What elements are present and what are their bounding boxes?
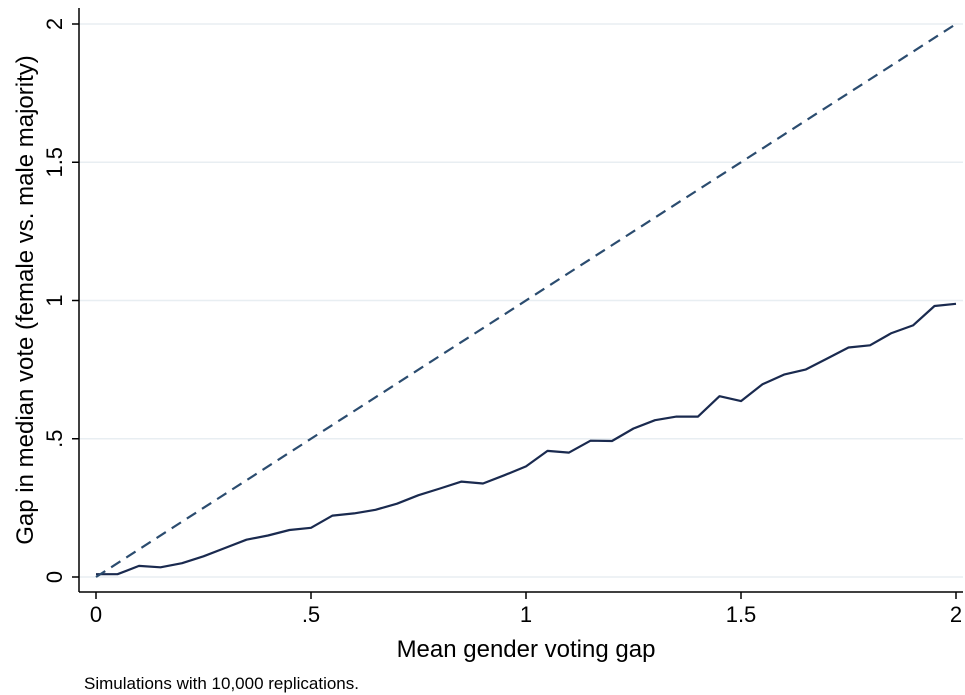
x-axis-title: Mean gender voting gap: [397, 636, 656, 663]
x-tick-label-4: 2: [950, 602, 962, 627]
y-tick-label-1: .5: [42, 430, 67, 448]
series-layer: [95, 23, 957, 578]
x-tick-label-2: 1: [520, 602, 532, 627]
y-tick-label-4: 2: [42, 18, 67, 30]
gridlines: [79, 23, 963, 578]
x-tick-label-3: 1.5: [726, 602, 757, 627]
y-tick-label-2: 1: [42, 294, 67, 306]
series-line-dashed: [95, 23, 957, 578]
tick-layer: 0 .5 1 1.5 2 0 .5 1 1.5 2: [42, 18, 962, 627]
x-tick-label-1: .5: [302, 602, 320, 627]
y-axis-title: Gap in median vote (female vs. male majo…: [12, 55, 39, 545]
x-tick-label-0: 0: [90, 602, 102, 627]
y-tick-label-3: 1.5: [42, 147, 67, 178]
chart-note: Simulations with 10,000 replications.: [84, 674, 359, 693]
y-tick-label-0: 0: [42, 571, 67, 583]
series-line-solid: [96, 302, 957, 576]
